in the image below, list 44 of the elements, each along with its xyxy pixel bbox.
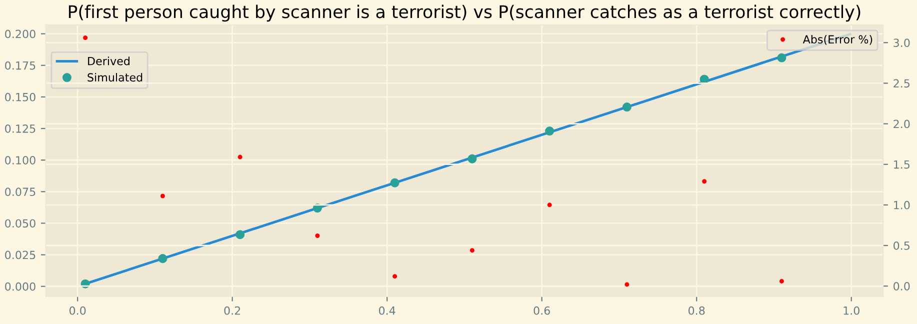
y-tick-label: 0.075 — [5, 188, 36, 196]
y2-tick-label: 3.0 — [894, 38, 910, 48]
point — [83, 36, 88, 40]
x-tick-label: 0.2 — [224, 306, 240, 315]
x-tick-label: 0.8 — [688, 306, 705, 315]
point — [468, 154, 477, 164]
x-tick-label: 0.6 — [534, 306, 550, 315]
point — [315, 234, 320, 238]
y-tick-label: 0.200 — [5, 30, 36, 38]
y2-tick-label: 0.0 — [894, 282, 910, 290]
point — [702, 179, 707, 184]
x-tick-label: 1.0 — [844, 306, 860, 315]
legend-label: Derived — [88, 56, 130, 66]
point — [622, 102, 632, 112]
y-tick-label: 0.175 — [5, 61, 36, 70]
point — [470, 248, 474, 253]
chart-title: P(first person caught by scanner is a terrorist) vs P(scanner catches as a terrorist correctly) — [68, 4, 860, 22]
point — [390, 178, 400, 188]
point — [624, 282, 630, 287]
point — [700, 74, 709, 84]
point — [777, 53, 786, 62]
y2-tick-label: 2.5 — [894, 79, 910, 88]
y-tick-label: 0.100 — [5, 156, 36, 164]
x-tick-label: 0.0 — [69, 306, 86, 315]
legend-label: Simulated — [88, 72, 142, 82]
point — [547, 202, 552, 208]
y-tick-label: 0.150 — [5, 92, 36, 102]
y-tick-label: 0.125 — [5, 124, 36, 133]
legend-label: Abs(Error %) — [802, 34, 872, 45]
y-tick-label: 0.000 — [5, 282, 36, 291]
point — [158, 254, 168, 264]
y2-tick-label: 1.0 — [894, 200, 910, 210]
x-tick-label: 0.4 — [378, 306, 396, 315]
y2-tick-label: 2.0 — [894, 120, 910, 128]
point — [238, 154, 242, 160]
y2-tick-label: 0.5 — [894, 241, 910, 250]
point — [236, 230, 245, 240]
point — [160, 194, 165, 198]
y2-tick-label: 1.5 — [894, 160, 910, 169]
point — [392, 274, 398, 279]
point — [545, 126, 554, 136]
y-tick-label: 0.025 — [5, 250, 36, 260]
y-tick-label: 0.050 — [5, 219, 36, 228]
point — [779, 278, 784, 284]
